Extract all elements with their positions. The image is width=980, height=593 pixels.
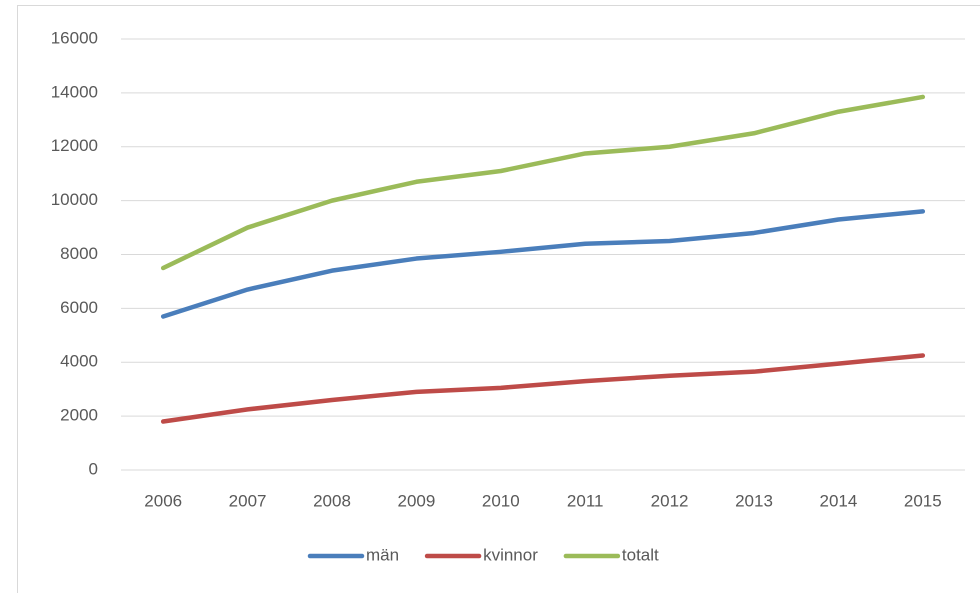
x-tick-label: 2009	[397, 491, 435, 510]
x-tick-label: 2015	[904, 491, 942, 510]
x-tick-label: 2014	[819, 491, 857, 510]
y-tick-label: 12000	[51, 136, 98, 155]
y-tick-label: 8000	[60, 244, 98, 263]
x-tick-label: 2008	[313, 491, 351, 510]
series-line	[160, 94, 926, 271]
series-line	[160, 353, 926, 424]
y-tick-label: 10000	[51, 190, 98, 209]
x-tick-label: 2012	[651, 491, 689, 510]
y-tick-label: 6000	[60, 298, 98, 317]
y-tick-label: 14000	[51, 82, 98, 101]
legend-label: kvinnor	[483, 545, 538, 564]
y-tick-label: 2000	[60, 406, 98, 425]
x-tick-label: 2013	[735, 491, 773, 510]
x-tick-label: 2007	[229, 491, 267, 510]
legend-label: totalt	[622, 545, 659, 564]
x-tick-label: 2011	[567, 491, 604, 510]
y-tick-label: 0	[89, 459, 98, 478]
legend-label: män	[366, 545, 399, 564]
x-tick-label: 2006	[144, 491, 182, 510]
series-line	[160, 209, 926, 319]
chart-border	[17, 5, 980, 593]
y-tick-label: 4000	[60, 352, 98, 371]
y-tick-label: 16000	[51, 28, 98, 47]
x-tick-label: 2010	[482, 491, 520, 510]
